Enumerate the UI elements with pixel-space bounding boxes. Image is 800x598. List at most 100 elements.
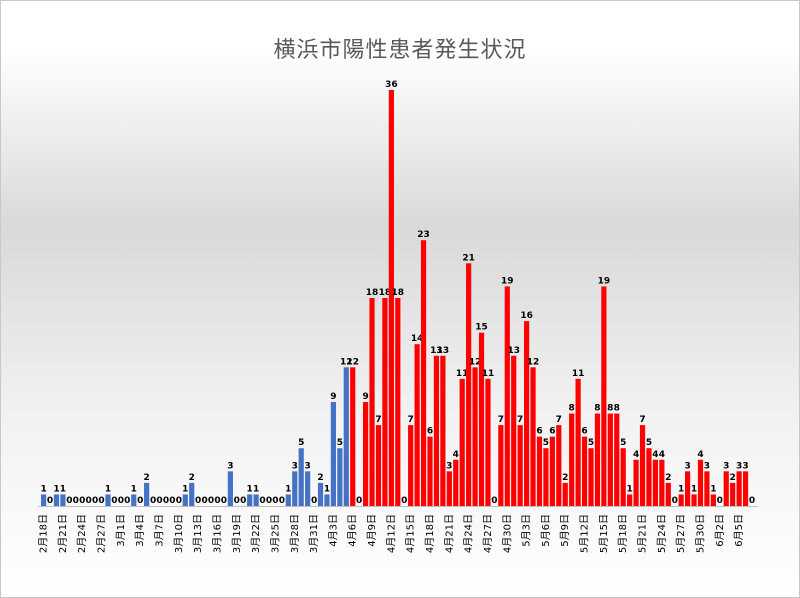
data-label: 3: [292, 461, 298, 471]
data-label: 11: [456, 369, 469, 379]
x-tick-label: 5月6日: [540, 514, 552, 547]
data-label: 5: [620, 438, 626, 448]
x-tick-label: 4月30日: [501, 514, 513, 553]
data-label: 12: [527, 357, 540, 367]
data-label: 7: [517, 415, 523, 425]
x-tick-label: 5月27日: [675, 514, 687, 553]
bar: [627, 494, 633, 506]
data-label: 13: [437, 346, 450, 356]
bar: [369, 298, 375, 506]
data-label: 1: [627, 484, 633, 494]
data-label: 9: [362, 392, 368, 402]
x-tick-label: 4月15日: [405, 514, 417, 553]
data-label: 9: [330, 392, 336, 402]
bar: [247, 494, 253, 506]
x-tick-label: 5月30日: [694, 514, 706, 553]
data-label: 2: [144, 473, 150, 483]
x-tick-label: 4月18日: [424, 514, 436, 553]
data-label: 5: [298, 438, 304, 448]
data-label: 5: [337, 438, 343, 448]
x-tick-label: 4月21日: [443, 514, 455, 553]
x-tick-label: 3月16日: [211, 514, 223, 553]
x-tick-label: 5月12日: [579, 514, 591, 553]
chart-title: 横浜市陽性患者発生状況: [273, 38, 527, 63]
bar: [556, 425, 562, 506]
bar: [742, 471, 749, 506]
data-label: 2: [730, 473, 736, 483]
data-label: 12: [340, 357, 353, 367]
bar: [337, 448, 343, 506]
bar: [536, 436, 543, 506]
data-label: 18: [379, 288, 392, 298]
bar: [131, 494, 137, 506]
bar: [594, 413, 601, 506]
bar: [189, 482, 195, 506]
bar: [485, 378, 491, 506]
data-label: 0: [137, 496, 143, 506]
data-label: 4: [659, 450, 665, 460]
data-label: 0: [169, 496, 175, 506]
data-label: 0: [176, 496, 182, 506]
x-tick-label: 2月24日: [76, 514, 88, 553]
data-label: 1: [324, 484, 330, 494]
data-label: 11: [482, 369, 495, 379]
data-label: 0: [401, 496, 407, 506]
data-label: 1: [40, 484, 46, 494]
bar: [588, 448, 594, 506]
bar: [691, 494, 697, 506]
bar: [478, 332, 485, 506]
data-label: 0: [73, 496, 79, 506]
data-label: 1: [710, 484, 716, 494]
data-label: 18: [392, 288, 405, 298]
data-label: 1: [247, 484, 253, 494]
data-label: 0: [259, 496, 265, 506]
data-label: 1: [60, 484, 66, 494]
bar: [227, 471, 233, 506]
bar: [420, 240, 427, 506]
data-label: 0: [47, 496, 53, 506]
data-label: 3: [227, 461, 233, 471]
bar: [549, 436, 555, 506]
data-label: 6: [549, 427, 555, 437]
data-label: 0: [195, 496, 201, 506]
bar: [382, 298, 388, 506]
x-tick-label: 5月24日: [656, 514, 668, 553]
x-tick-label: 3月1日: [115, 514, 127, 547]
bar: [414, 344, 420, 506]
data-label: 7: [556, 415, 562, 425]
bar: [685, 471, 691, 506]
data-label: 4: [453, 450, 459, 460]
bar: [730, 482, 736, 506]
x-tick-label: 4月9日: [366, 514, 378, 547]
data-label: 0: [98, 496, 104, 506]
data-label: 2: [562, 473, 568, 483]
data-label: 5: [543, 438, 549, 448]
data-label: 4: [652, 450, 658, 460]
data-label: 6: [581, 427, 587, 437]
x-tick-label: 2月21日: [57, 514, 69, 553]
x-tick-label: 2月27日: [96, 514, 108, 553]
bar: [305, 471, 311, 506]
data-label: 1: [182, 484, 188, 494]
bar: [562, 482, 568, 506]
x-tick-label: 3月22日: [250, 514, 262, 553]
bar: [182, 494, 188, 506]
bar: [53, 494, 60, 506]
x-tick-label: 3月13日: [192, 514, 204, 553]
data-label: 6: [427, 427, 433, 437]
data-label: 19: [598, 276, 611, 286]
bar: [459, 378, 465, 506]
bar: [350, 367, 356, 506]
data-label: 0: [491, 496, 497, 506]
bar: [395, 298, 401, 506]
data-label: 13: [430, 346, 443, 356]
data-label: 4: [697, 450, 703, 460]
data-label: 0: [279, 496, 285, 506]
data-label: 0: [118, 496, 124, 506]
x-tick-label: 4月3日: [327, 514, 339, 547]
x-tick-label: 6月5日: [733, 514, 745, 547]
x-tick-label: 3月4日: [134, 514, 146, 547]
bar: [388, 90, 394, 506]
bar: [697, 459, 704, 506]
